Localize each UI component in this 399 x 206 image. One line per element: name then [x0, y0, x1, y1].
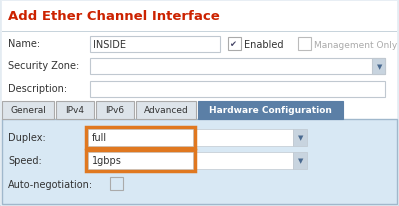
- Text: Add Ether Channel Interface: Add Ether Channel Interface: [8, 11, 220, 23]
- Bar: [372, 59, 385, 75]
- Bar: [298, 38, 311, 51]
- Text: Hardware Configuration: Hardware Configuration: [209, 106, 332, 115]
- Bar: [88, 129, 193, 146]
- Bar: [193, 129, 293, 146]
- Bar: [2, 102, 54, 119]
- Text: full: full: [92, 132, 107, 142]
- Text: Duplex:: Duplex:: [8, 132, 46, 142]
- Text: Security Zone:: Security Zone:: [8, 61, 79, 71]
- Bar: [136, 102, 196, 119]
- Text: Speed:: Speed:: [8, 155, 42, 165]
- Text: ✔: ✔: [229, 40, 236, 49]
- Bar: [2, 119, 397, 204]
- Text: Name:: Name:: [8, 39, 40, 49]
- Text: Management Only: Management Only: [314, 40, 397, 49]
- Text: ▼: ▼: [298, 157, 303, 163]
- Bar: [2, 32, 397, 33]
- Bar: [90, 59, 385, 75]
- Text: Description:: Description:: [8, 84, 67, 94]
- Bar: [86, 150, 195, 171]
- Text: IPv6: IPv6: [105, 106, 124, 115]
- Text: Enabled: Enabled: [244, 40, 284, 50]
- Bar: [88, 152, 193, 169]
- Bar: [2, 2, 397, 32]
- Bar: [90, 82, 385, 97]
- Text: Auto-negotiation:: Auto-negotiation:: [8, 179, 93, 189]
- Text: 1gbps: 1gbps: [92, 155, 122, 165]
- Text: General: General: [10, 106, 46, 115]
- Bar: [228, 38, 241, 51]
- Bar: [86, 127, 195, 148]
- Bar: [198, 102, 343, 119]
- Bar: [2, 32, 397, 119]
- Bar: [2, 119, 397, 121]
- Bar: [90, 37, 220, 53]
- Text: INSIDE: INSIDE: [93, 40, 126, 50]
- Text: ▼: ▼: [298, 134, 303, 140]
- Bar: [96, 102, 134, 119]
- Bar: [293, 129, 307, 146]
- Bar: [293, 152, 307, 169]
- Bar: [56, 102, 94, 119]
- Text: Advanced: Advanced: [144, 106, 188, 115]
- Bar: [193, 152, 293, 169]
- Text: IPv4: IPv4: [65, 106, 85, 115]
- Text: ▼: ▼: [377, 64, 382, 70]
- Bar: [110, 177, 123, 190]
